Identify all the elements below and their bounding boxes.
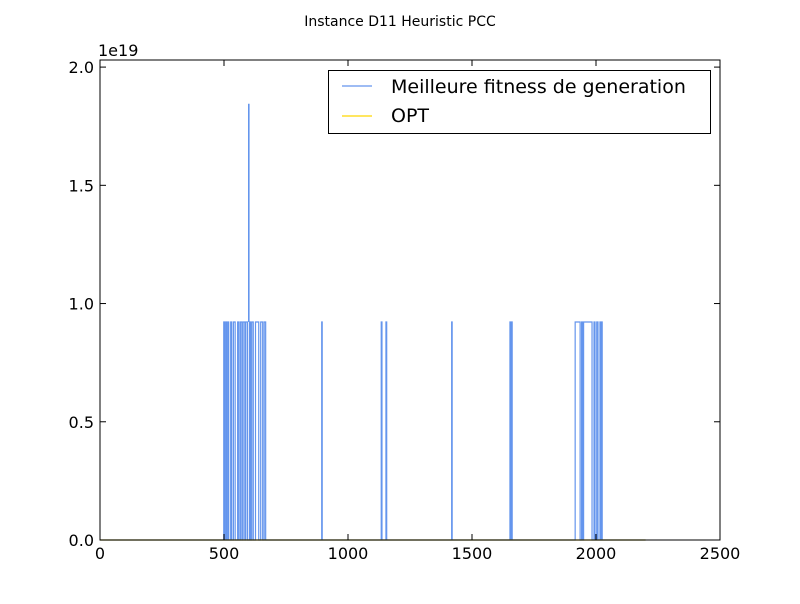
x-axis: 0 500 1000 1500 2000 2500 [95, 60, 740, 563]
plot-frame [99, 59, 721, 541]
y-tick-label: 1.0 [69, 295, 94, 314]
y-tick-label: 1.5 [69, 176, 94, 195]
legend-label-fitness: Meilleure fitness de generation [391, 76, 686, 98]
chart-title: Instance D11 Heuristic PCC [304, 14, 496, 30]
y-tick-label: 0.5 [69, 413, 94, 432]
legend-label-opt: OPT [391, 105, 429, 127]
y-axis: 0.0 0.5 1.0 1.5 2.0 [69, 58, 720, 550]
x-tick-label: 2000 [576, 544, 617, 563]
x-tick-label: 1500 [452, 544, 493, 563]
legend-box [328, 70, 711, 134]
x-tick-label: 1000 [328, 544, 369, 563]
x-tick-label: 500 [209, 544, 240, 563]
y-axis-offset-label: 1e19 [98, 41, 138, 60]
legend: Meilleure fitness de generation OPT [328, 70, 711, 134]
y-tick-label: 2.0 [69, 58, 94, 77]
series-fitness-line [100, 321, 646, 541]
y-tick-label: 0.0 [69, 531, 94, 550]
x-tick-label: 2500 [700, 544, 741, 563]
plot-series [100, 103, 646, 541]
x-tick-label: 0 [95, 544, 105, 563]
